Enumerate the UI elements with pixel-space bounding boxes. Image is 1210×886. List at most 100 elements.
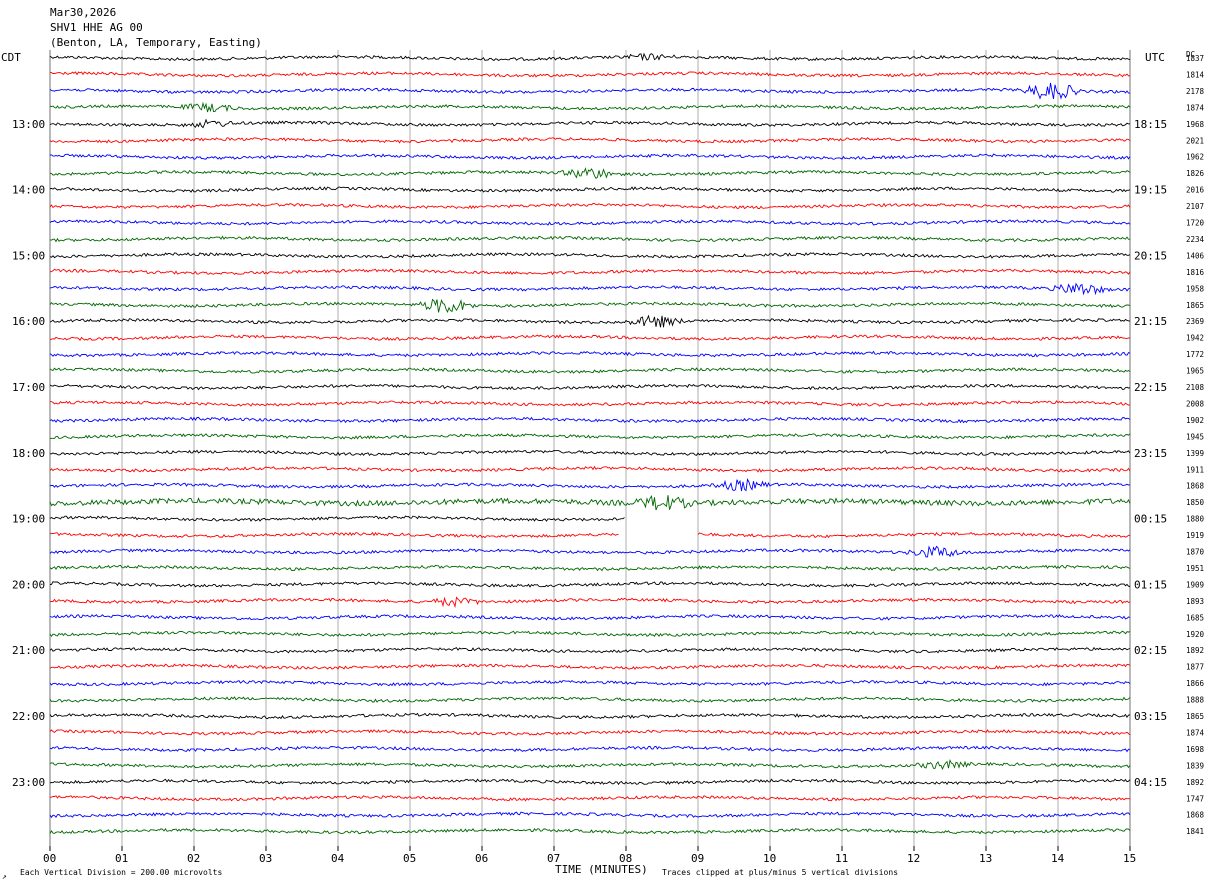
dc-value: 1866 [1186,679,1205,688]
right-hour-label: 02:15 [1134,644,1167,657]
dc-value: 1720 [1186,219,1205,228]
trace-line [49,186,1131,193]
trace-line [49,101,1131,113]
x-tick-label: 13 [979,852,992,865]
trace-line [49,400,1131,407]
dc-value: 1945 [1186,432,1204,441]
dc-value: 1698 [1186,745,1205,754]
trace-line [49,759,1131,771]
left-hour-label: 16:00 [12,315,45,328]
trace-line [49,712,1131,720]
left-hour-label: 20:00 [12,578,45,591]
left-hour-label: 18:00 [12,447,45,460]
dc-value: 1841 [1186,827,1204,836]
dc-value: 2016 [1186,186,1205,195]
dc-value: 1911 [1186,465,1204,474]
right-hour-label: 01:15 [1134,578,1167,591]
right-hour-label: 03:15 [1134,710,1167,723]
dc-value: 1850 [1186,498,1205,507]
dc-value: 1868 [1186,811,1205,820]
dc-value: 1772 [1186,350,1204,359]
trace-line [49,82,1131,100]
dc-value: 1874 [1186,103,1205,112]
right-hour-label: 04:15 [1134,776,1167,789]
trace-line [49,202,1131,210]
dc-value: 1892 [1186,646,1204,655]
dc-value: 2234 [1186,235,1205,244]
x-tick-label: 08 [619,852,632,865]
dc-value: 1874 [1186,728,1205,737]
trace-line [49,477,1131,492]
trace-line [49,252,1131,259]
x-tick-label: 00 [43,852,56,865]
trace-line [49,449,1131,457]
right-hour-label: 21:15 [1134,315,1167,328]
left-hour-label: 13:00 [12,118,45,131]
dc-value: 2178 [1186,87,1205,96]
x-tick-label: 06 [475,852,488,865]
dc-value: 1880 [1186,515,1205,524]
x-tick-label: 05 [403,852,416,865]
x-tick-label: 01 [115,852,128,865]
trace-line [49,350,1131,358]
corner-mark: ↗ [2,872,7,881]
dc-value: 1958 [1186,284,1205,293]
x-axis-ticks: 00 01 02 03 04 05 06 07 08 09 10 11 12 13 14 15 [43,846,1136,865]
header-date: Mar30,2026 [50,6,116,19]
dc-value: 1839 [1186,761,1204,770]
dc-value: 1868 [1186,482,1205,491]
trace-line [49,613,1131,621]
dc-value: 1826 [1186,169,1205,178]
left-timezone-label: CDT [1,51,21,64]
trace-line [49,383,1131,391]
dc-value: 1399 [1186,449,1204,458]
x-tick-label: 15 [1123,852,1136,865]
trace-line [49,596,1131,609]
trace-line [50,795,1131,802]
x-tick-label: 09 [691,852,704,865]
dc-value: 1685 [1186,613,1204,622]
dc-value: 2107 [1186,202,1204,211]
dc-value: 1951 [1186,564,1204,573]
header-station: SHV1 HHE AG 00 [50,21,143,34]
right-hour-label: 00:15 [1134,513,1167,526]
dc-value: 1816 [1186,268,1205,277]
trace-line [49,630,1131,638]
dc-value: 1837 [1186,54,1204,63]
trace-line [50,268,1131,276]
dc-value: 1406 [1186,251,1205,260]
x-tick-label: 14 [1051,852,1065,865]
right-hour-label: 18:15 [1134,118,1167,131]
trace-line [49,433,1131,440]
trace-line [49,153,1131,160]
trace-line [49,71,1131,78]
trace-line [49,564,1131,572]
dc-value: 1902 [1186,416,1204,425]
trace-line [49,545,1131,558]
left-hour-label: 15:00 [12,249,45,262]
left-hour-label: 19:00 [12,513,45,526]
right-timezone-label: UTC [1145,51,1165,64]
trace-line [49,137,1131,144]
trace-line [49,334,1131,341]
x-tick-label: 07 [547,852,560,865]
dc-value: 1909 [1186,580,1204,589]
trace-line [49,298,1131,313]
trace-line [49,235,1131,243]
dc-value: 1870 [1186,548,1205,557]
trace-line [49,745,1131,753]
left-hour-label: 14:00 [12,184,45,197]
dc-value: 1962 [1186,153,1204,162]
dc-value: 2369 [1186,317,1204,326]
right-hour-label: 19:15 [1134,184,1167,197]
trace-line [49,167,1131,179]
x-tick-label: 03 [259,852,272,865]
dc-value: 1747 [1186,794,1204,803]
dc-header-label: DC [1186,50,1195,59]
dc-value: 1968 [1186,120,1205,129]
left-hour-label: 21:00 [12,644,45,657]
dc-value: 1920 [1186,630,1205,639]
dc-value: 1888 [1186,696,1205,705]
trace-line [49,495,1131,511]
